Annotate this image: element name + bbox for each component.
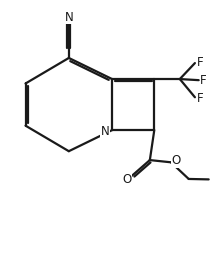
Text: O: O [123, 173, 132, 186]
Text: O: O [171, 155, 180, 167]
Text: F: F [196, 56, 203, 69]
Text: F: F [196, 92, 203, 105]
Text: N: N [64, 11, 73, 24]
Text: N: N [101, 125, 109, 138]
Text: F: F [200, 74, 207, 87]
